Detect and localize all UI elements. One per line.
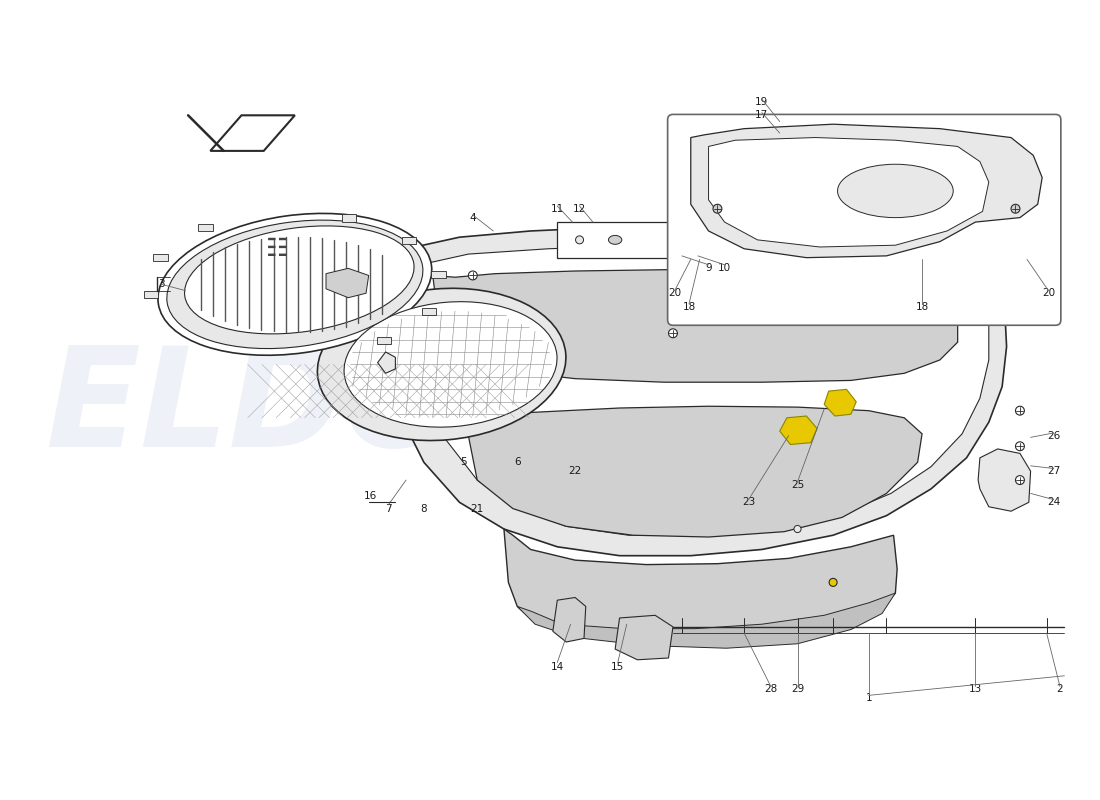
Polygon shape (144, 290, 158, 298)
Polygon shape (397, 242, 989, 535)
Polygon shape (780, 416, 817, 445)
Ellipse shape (1015, 442, 1024, 450)
Ellipse shape (185, 226, 414, 334)
Polygon shape (326, 268, 368, 298)
Ellipse shape (678, 236, 686, 244)
Ellipse shape (608, 235, 622, 244)
Ellipse shape (1015, 476, 1024, 485)
Text: 1: 1 (866, 693, 872, 703)
Polygon shape (504, 529, 898, 642)
Polygon shape (708, 138, 989, 247)
Text: 22: 22 (569, 466, 582, 476)
Polygon shape (210, 115, 295, 151)
Text: 26: 26 (1047, 430, 1060, 441)
Polygon shape (469, 406, 922, 537)
Ellipse shape (158, 214, 432, 355)
Ellipse shape (469, 271, 477, 280)
Ellipse shape (669, 329, 678, 338)
Text: 28: 28 (764, 684, 778, 694)
Text: 8: 8 (420, 503, 427, 514)
Text: 7: 7 (385, 503, 392, 514)
Ellipse shape (318, 288, 565, 441)
Text: ☷: ☷ (266, 237, 288, 261)
Ellipse shape (804, 322, 862, 371)
Ellipse shape (829, 578, 837, 586)
Polygon shape (342, 214, 356, 222)
Text: 15: 15 (612, 662, 625, 672)
Ellipse shape (1011, 204, 1020, 213)
Text: 3: 3 (158, 279, 165, 290)
Text: 16: 16 (364, 491, 377, 501)
Text: 25: 25 (791, 479, 804, 490)
Polygon shape (422, 308, 437, 314)
Text: 20: 20 (668, 288, 681, 298)
Ellipse shape (344, 302, 557, 427)
Text: 10: 10 (718, 263, 732, 274)
Text: 4: 4 (470, 213, 476, 222)
Text: 9: 9 (705, 263, 712, 274)
Text: 20: 20 (1042, 288, 1055, 298)
Polygon shape (824, 390, 856, 416)
Polygon shape (615, 615, 673, 660)
Text: 24: 24 (1047, 498, 1060, 507)
Ellipse shape (837, 164, 954, 218)
Polygon shape (558, 222, 708, 258)
Polygon shape (431, 271, 446, 278)
Ellipse shape (794, 526, 801, 533)
Text: ELDORADO: ELDORADO (45, 342, 910, 476)
Polygon shape (153, 254, 167, 261)
Ellipse shape (167, 220, 422, 349)
Ellipse shape (484, 318, 541, 366)
Text: 29: 29 (791, 684, 804, 694)
Text: 13: 13 (969, 684, 982, 694)
Text: 18: 18 (915, 302, 928, 311)
Ellipse shape (575, 236, 584, 244)
Text: 5: 5 (461, 458, 468, 467)
Ellipse shape (713, 204, 722, 213)
Polygon shape (691, 124, 1042, 258)
Polygon shape (553, 598, 586, 642)
Ellipse shape (1015, 406, 1024, 415)
Text: a passion for parts: a passion for parts (481, 270, 740, 298)
Polygon shape (198, 224, 212, 231)
Text: 17: 17 (756, 110, 769, 120)
Text: 12: 12 (573, 204, 586, 214)
Text: 6: 6 (514, 458, 520, 467)
Text: 27: 27 (1047, 466, 1060, 476)
Polygon shape (432, 270, 958, 382)
Text: 14: 14 (551, 662, 564, 672)
Text: 23: 23 (742, 498, 756, 507)
Text: 18: 18 (682, 302, 695, 311)
Text: since 1995: since 1995 (670, 248, 783, 268)
Polygon shape (402, 237, 416, 244)
Text: 2: 2 (1057, 684, 1064, 694)
Polygon shape (375, 222, 1007, 556)
Text: 11: 11 (551, 204, 564, 214)
Text: 21: 21 (471, 503, 484, 514)
Polygon shape (517, 593, 895, 648)
Polygon shape (978, 449, 1031, 511)
Polygon shape (377, 352, 395, 374)
Text: 19: 19 (756, 97, 769, 107)
FancyBboxPatch shape (668, 114, 1060, 326)
Polygon shape (377, 338, 392, 344)
